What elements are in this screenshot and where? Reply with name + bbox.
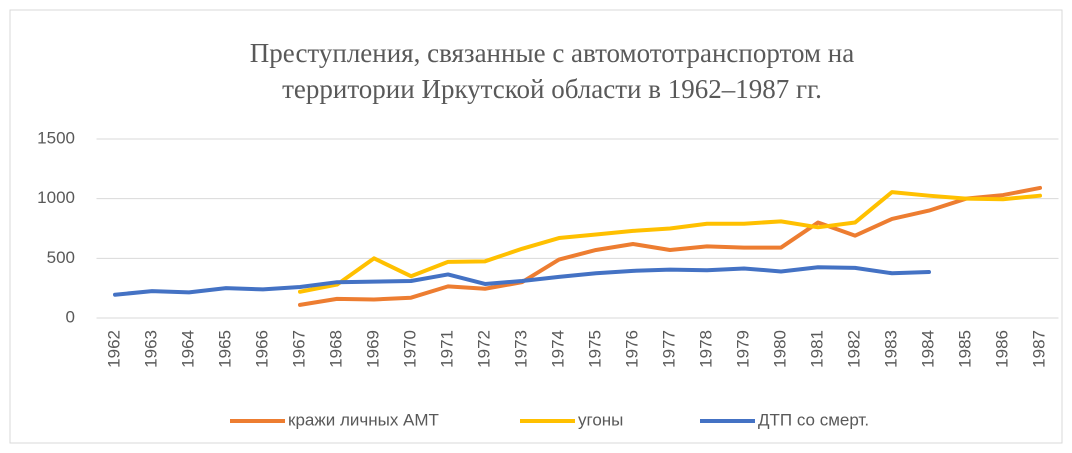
x-tick-label: 1985	[955, 330, 974, 368]
legend-label: угоны	[578, 410, 623, 429]
y-tick-label: 0	[66, 307, 75, 326]
line-series	[298, 185, 1042, 307]
line-series	[113, 265, 931, 297]
x-tick-label: 1964	[178, 330, 197, 368]
x-tick-label: 1978	[696, 330, 715, 368]
y-tick-label: 1000	[37, 188, 75, 207]
x-tick-label: 1984	[918, 330, 937, 368]
x-tick-label: 1980	[770, 330, 789, 368]
chart-title: территории Иркутской области в 1962–1987…	[282, 74, 822, 104]
x-tick-label: 1974	[548, 330, 567, 368]
x-tick-label: 1983	[881, 330, 900, 368]
x-tick-label: 1965	[215, 330, 234, 368]
x-tick-label: 1963	[141, 330, 160, 368]
x-tick-label: 1962	[104, 330, 123, 368]
x-tick-label: 1986	[992, 330, 1011, 368]
x-tick-label: 1972	[474, 330, 493, 368]
x-tick-label: 1967	[289, 330, 308, 368]
chart-title: Преступления, связанные с автомототрансп…	[250, 38, 854, 68]
x-tick-label: 1987	[1029, 330, 1048, 368]
x-tick-label: 1971	[437, 330, 456, 368]
x-tick-label: 1975	[585, 330, 604, 368]
legend-label: ДТП со смерт.	[758, 410, 869, 429]
line-series	[298, 190, 1042, 294]
x-tick-label: 1968	[326, 330, 345, 368]
legend-label: кражи личных АМТ	[288, 410, 439, 429]
x-tick-label: 1982	[844, 330, 863, 368]
x-tick-label: 1966	[252, 330, 271, 368]
y-tick-label: 500	[47, 248, 75, 267]
x-tick-label: 1969	[363, 330, 382, 368]
x-tick-label: 1979	[733, 330, 752, 368]
x-tick-label: 1973	[511, 330, 530, 368]
x-tick-label: 1970	[400, 330, 419, 368]
x-tick-label: 1977	[659, 330, 678, 368]
y-tick-label: 1500	[37, 128, 75, 147]
chart-frame	[9, 9, 1063, 444]
x-tick-label: 1976	[622, 330, 641, 368]
x-tick-label: 1981	[807, 330, 826, 368]
